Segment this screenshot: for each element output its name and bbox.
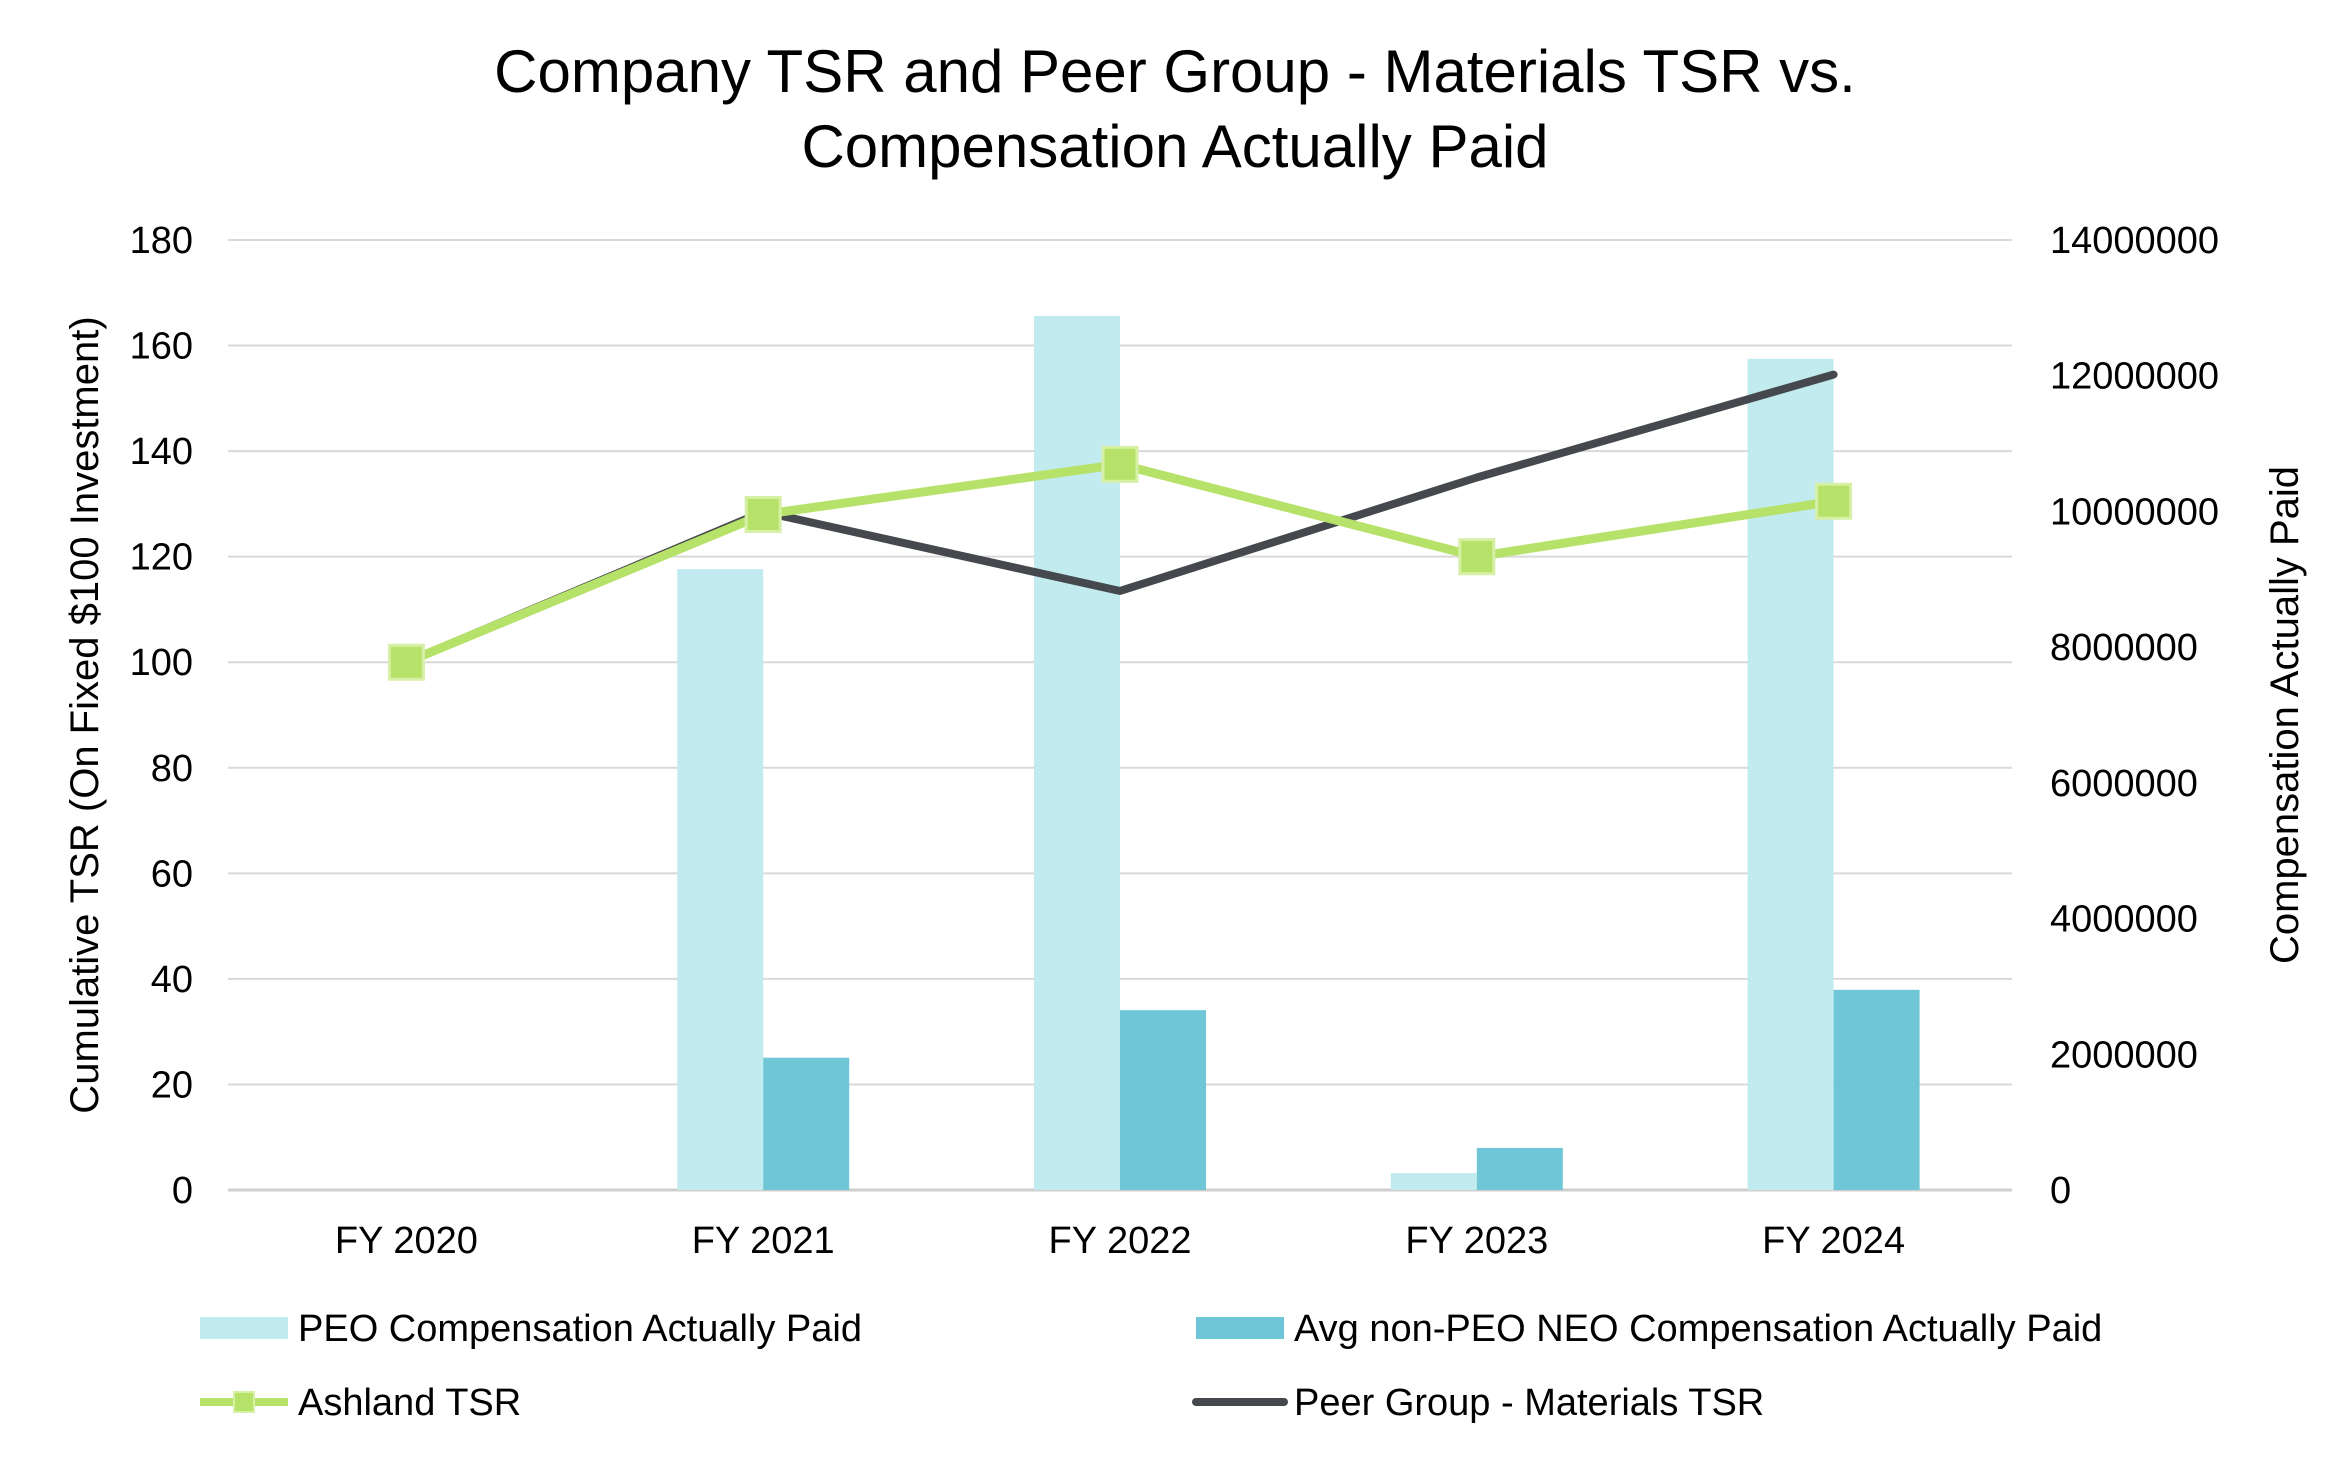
legend-label-2: Ashland TSR	[298, 1382, 521, 1424]
ashland-tsr-marker	[1815, 482, 1853, 520]
ashland-tsr-marker	[1458, 538, 1496, 576]
right-axis-tick-label: 2000000	[2050, 1034, 2198, 1076]
x-axis-tick-label: FY 2023	[1405, 1220, 1548, 1262]
left-axis-tick-label: 20	[151, 1064, 193, 1106]
bar-non-peo-1	[763, 1057, 850, 1190]
legend: PEO Compensation Actually Paid Avg non-PE…	[200, 1308, 2102, 1424]
chart-title-line-2: Compensation Actually Paid	[801, 113, 1548, 180]
legend-swatch-1	[1196, 1317, 1284, 1339]
right-axis-tick-label: 10000000	[2050, 491, 2219, 533]
right-axis-tick-label: 12000000	[2050, 356, 2219, 398]
left-axis-tick-label: 140	[130, 431, 193, 473]
left-axis-tick-label: 120	[130, 537, 193, 579]
ashland-tsr-marker	[744, 495, 782, 533]
chart-title-line-1: Company TSR and Peer Group - Materials T…	[494, 38, 1856, 105]
left-axis-tick-label: 60	[151, 853, 193, 895]
bar-non-peo-2	[1120, 1010, 1206, 1190]
left-axis-title: Cumulative TSR (On Fixed $100 Investment…	[63, 316, 107, 1113]
bar-peo-3	[1390, 1173, 1477, 1190]
ashland-tsr-marker	[387, 643, 425, 681]
legend-swatch-0	[200, 1317, 288, 1339]
bars	[677, 316, 1920, 1190]
axes: 0 20 40 60 80 100 120 140 160 180 0 2000000 4000000 6…	[130, 220, 2219, 1262]
ashland-tsr-marker	[1101, 445, 1139, 483]
bar-peo-1	[677, 569, 764, 1190]
right-axis-title: Compensation Actually Paid	[2263, 466, 2307, 964]
left-axis-tick-label: 40	[151, 959, 193, 1001]
left-axis-tick-label: 0	[172, 1170, 193, 1212]
bar-non-peo-3	[1476, 1147, 1563, 1190]
x-axis-tick-label: FY 2021	[692, 1220, 835, 1262]
legend-label-1: Avg non-PEO NEO Compensation Actually Pa…	[1294, 1308, 2102, 1350]
right-axis-tick-label: 6000000	[2050, 763, 2198, 805]
lines	[387, 370, 1853, 681]
legend-label-0: PEO Compensation Actually Paid	[298, 1308, 862, 1350]
legend-label-3: Peer Group - Materials TSR	[1294, 1382, 1764, 1424]
right-axis-tick-label: 4000000	[2050, 899, 2198, 941]
left-axis-tick-label: 180	[130, 220, 193, 262]
right-axis-tick-label: 8000000	[2050, 627, 2198, 669]
legend-swatch-marker-2	[233, 1391, 255, 1413]
x-axis-tick-label: FY 2022	[1049, 1220, 1192, 1262]
left-axis-tick-label: 80	[151, 748, 193, 790]
right-axis-tick-label: 0	[2050, 1170, 2071, 1212]
x-axis-tick-label: FY 2020	[335, 1220, 478, 1262]
left-axis-tick-label: 160	[130, 326, 193, 368]
right-axis-tick-label: 14000000	[2050, 220, 2219, 262]
bar-non-peo-4	[1833, 989, 1920, 1190]
x-axis-tick-label: FY 2024	[1762, 1220, 1905, 1262]
left-axis-tick-label: 100	[130, 642, 193, 684]
